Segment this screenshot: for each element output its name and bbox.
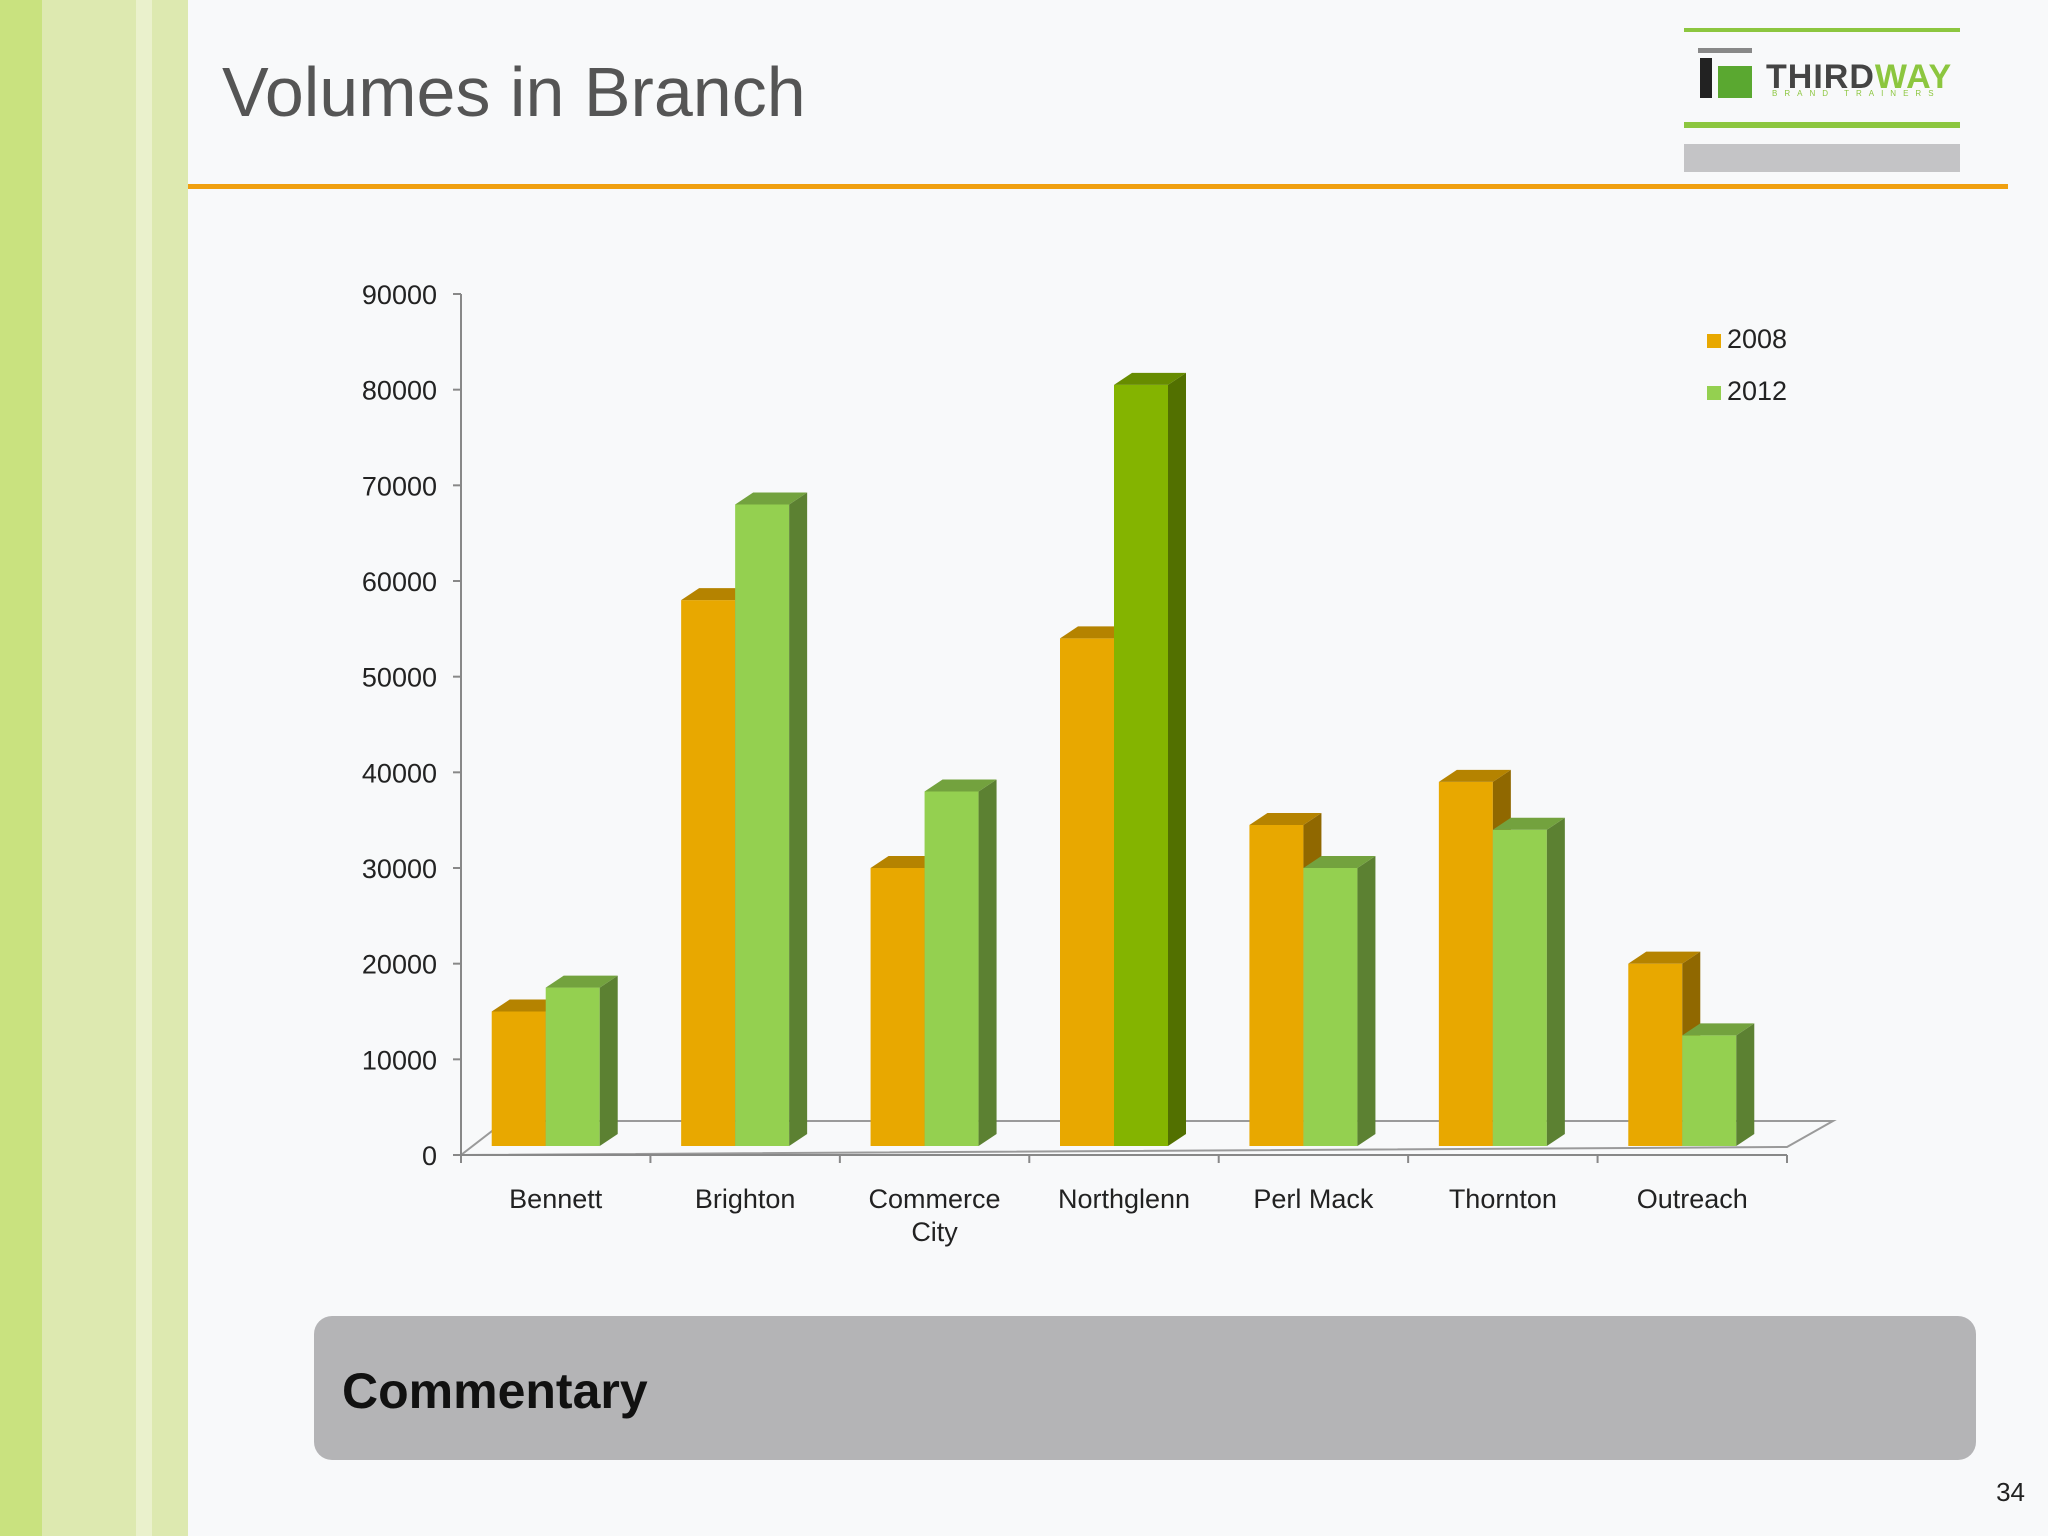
x-tick-label: Brighton (695, 1184, 796, 1214)
x-tick-label: Thornton (1449, 1184, 1557, 1214)
bar-2012 (1303, 868, 1358, 1146)
y-tick-label: 10000 (362, 1045, 437, 1075)
bar-top-2012 (1303, 856, 1376, 868)
x-tick-label: Bennett (509, 1184, 603, 1214)
bar-side-2012 (599, 975, 618, 1146)
bar-2008 (681, 600, 736, 1146)
bar-side-2012 (1546, 817, 1565, 1146)
bar-side-2012 (978, 779, 997, 1146)
commentary-panel: Commentary (314, 1316, 1976, 1460)
bar-2008 (1060, 638, 1114, 1146)
bar-top-2008 (1438, 769, 1511, 782)
bar-top-2012 (1114, 372, 1186, 385)
y-tick-label: 50000 (362, 663, 437, 693)
x-tick-label: Outreach (1637, 1184, 1748, 1214)
y-tick-label: 40000 (362, 758, 437, 788)
commentary-heading: Commentary (342, 1363, 648, 1419)
bar-2008 (1249, 824, 1304, 1146)
x-tick-label: City (911, 1217, 958, 1247)
legend-label-2012: 2012 (1727, 376, 1787, 406)
thirdway-logo: THIRDWAY BRAND TRAINERS (1684, 28, 1960, 172)
x-tick-label: Commerce (869, 1184, 1001, 1214)
y-tick-label: 80000 (362, 376, 437, 406)
stripe (136, 0, 152, 1536)
bar-top-2012 (924, 779, 997, 792)
y-tick-label: 0 (422, 1141, 437, 1171)
bar-2008 (491, 1011, 546, 1146)
bar-2012 (1682, 1035, 1737, 1146)
bar-top-2008 (1249, 812, 1322, 825)
svg-text:THIRDWAY: THIRDWAY (1766, 58, 1952, 96)
bar-2012 (735, 504, 790, 1146)
y-tick-label: 60000 (362, 567, 437, 597)
title-underline (188, 184, 2008, 189)
page-number: 34 (1996, 1477, 2025, 1507)
svg-text:BRAND TRAINERS: BRAND TRAINERS (1772, 89, 1941, 98)
legend-swatch-2012 (1707, 386, 1721, 400)
y-tick-label: 90000 (362, 280, 437, 310)
y-tick-label: 70000 (362, 471, 437, 501)
slide-title: Volumes in Branch (222, 53, 806, 131)
bar-top-2012 (545, 975, 618, 988)
stripe (152, 0, 188, 1536)
bar-2008 (870, 868, 925, 1146)
bar-top-2012 (735, 492, 808, 505)
y-tick-label: 30000 (362, 854, 437, 884)
stripe (42, 0, 136, 1536)
legend-swatch-2008 (1707, 334, 1721, 348)
decorative-side-stripes (0, 0, 188, 1536)
bar-2008 (1628, 963, 1683, 1146)
bar-top-2012 (1492, 817, 1565, 830)
legend-label-2008: 2008 (1727, 324, 1787, 354)
bar-2012 (924, 791, 979, 1146)
bar-2012 (1114, 384, 1168, 1147)
bar-side-2012 (1168, 372, 1186, 1147)
x-tick-label: Northglenn (1058, 1184, 1190, 1214)
chart-floor (458, 1120, 1837, 1157)
bar-top-2012 (1682, 1023, 1755, 1036)
x-tick-label: Perl Mack (1253, 1184, 1374, 1214)
bar-top-2008 (1628, 951, 1701, 964)
bar-2008 (1438, 781, 1493, 1146)
stripe (0, 0, 42, 1536)
y-tick-label: 20000 (362, 950, 437, 980)
branch-volume-chart: 0 10000 20000 30000 40000 50000 60000 70000 8000… (362, 280, 1837, 1247)
bar-side-2012 (1357, 856, 1376, 1146)
bar-side-2012 (789, 492, 808, 1146)
bar-2012 (1492, 829, 1547, 1146)
bar-2012 (545, 987, 600, 1146)
bar-side-2012 (1736, 1023, 1755, 1146)
